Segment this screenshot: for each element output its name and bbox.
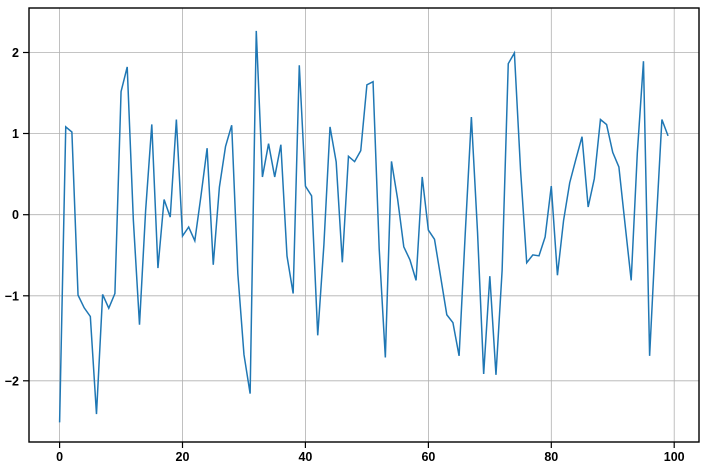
svg-text:40: 40 bbox=[298, 450, 312, 464]
svg-text:100: 100 bbox=[664, 450, 685, 464]
svg-text:0: 0 bbox=[12, 208, 19, 222]
svg-text:2: 2 bbox=[12, 46, 19, 60]
svg-text:1: 1 bbox=[12, 127, 19, 141]
svg-text:−2: −2 bbox=[5, 375, 19, 389]
svg-text:−1: −1 bbox=[5, 290, 19, 304]
svg-text:80: 80 bbox=[544, 450, 558, 464]
svg-text:20: 20 bbox=[176, 450, 190, 464]
svg-text:60: 60 bbox=[421, 450, 435, 464]
svg-text:0: 0 bbox=[56, 450, 63, 464]
